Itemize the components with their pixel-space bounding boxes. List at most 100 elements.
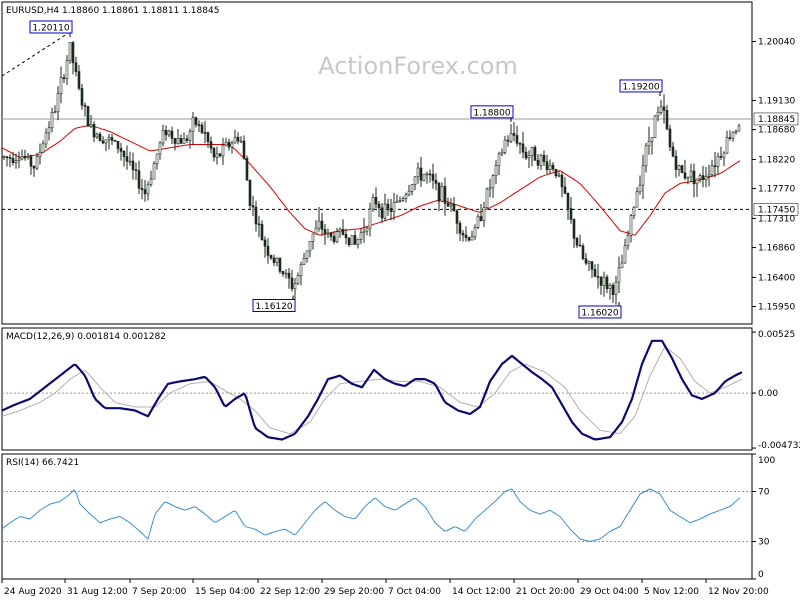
candle-body: [509, 133, 513, 142]
candle-body: [500, 151, 504, 155]
candle-body: [89, 124, 93, 127]
price-label-text: 1.20110: [32, 23, 69, 33]
price-label-text: 1.16020: [581, 308, 618, 318]
candle-body: [284, 272, 288, 275]
candle-body: [380, 207, 384, 219]
time-tick-label: 24 Aug 2020: [4, 587, 62, 597]
candle-body: [341, 229, 345, 235]
price-tag: [753, 203, 799, 216]
macd-panel-title: MACD(12,26,9) 0.001814 0.001282: [6, 332, 166, 342]
candle-body: [731, 131, 735, 139]
candle-body: [599, 276, 603, 286]
candle-body: [569, 208, 573, 220]
candle-body: [623, 245, 627, 264]
candle-body: [8, 157, 12, 159]
candle-body: [440, 186, 444, 202]
candle-body: [665, 110, 669, 130]
candle-body: [662, 106, 666, 111]
candle-body: [350, 235, 354, 246]
candle-body: [197, 124, 201, 126]
candle-body: [695, 178, 699, 185]
candle-body: [293, 283, 297, 290]
candle-body: [461, 232, 465, 236]
candle-body: [614, 281, 618, 296]
candle-body: [635, 191, 639, 208]
rsi-tick-label: 0: [758, 570, 764, 580]
candle-body: [563, 186, 567, 194]
candle-body: [365, 227, 369, 232]
candle-body: [515, 135, 519, 144]
candle-body: [206, 132, 210, 142]
price-label-box: [578, 305, 622, 319]
candle-body: [446, 203, 450, 207]
candle-body: [11, 157, 15, 163]
candle-body: [74, 62, 78, 72]
price-label-text: 1.19200: [622, 82, 659, 92]
candle-body: [383, 203, 387, 219]
candle-body: [314, 227, 318, 235]
candle-body: [155, 153, 159, 164]
candle-body: [464, 234, 468, 238]
rsi-panel-frame: [1, 453, 753, 580]
candle-body: [590, 261, 594, 270]
candle-body: [422, 173, 426, 181]
price-label-box: [619, 79, 663, 93]
candle-body: [425, 173, 429, 176]
candle-body: [737, 125, 741, 132]
candle-body: [17, 158, 21, 161]
candle-body: [533, 146, 537, 161]
candle-body: [467, 237, 471, 241]
candle-body: [704, 176, 708, 180]
candle-body: [641, 165, 645, 186]
candle-body: [71, 42, 75, 64]
candle-body: [416, 167, 420, 178]
candle-body: [491, 175, 495, 189]
macd-axis: 0.00525 0.00 -0.004732: [752, 330, 800, 451]
candle-body: [104, 139, 108, 144]
candle-body: [311, 233, 315, 242]
candle-body: [14, 160, 18, 163]
candle-body: [419, 167, 423, 181]
candle-body: [245, 158, 249, 181]
candle-body: [656, 112, 660, 117]
candle-body: [287, 272, 291, 279]
price-tick-label: 1.19130: [758, 96, 795, 106]
candle-body: [608, 284, 612, 289]
candle-body: [506, 139, 510, 142]
candle-body: [632, 206, 636, 217]
candle-body: [344, 234, 348, 239]
candle-body: [476, 216, 480, 228]
candle-body: [626, 234, 630, 247]
candle-body: [434, 180, 438, 184]
candle-body: [602, 276, 606, 286]
rsi-levels: [2, 491, 752, 542]
candle-body: [53, 111, 57, 114]
candle-body: [497, 153, 501, 167]
candle-body: [209, 141, 213, 149]
time-tick-label: 29 Sep 20:00: [324, 587, 384, 597]
candle-body: [518, 142, 522, 145]
candle-body: [629, 215, 633, 236]
candle-body: [644, 145, 648, 167]
time-tick-label: 5 Nov 12:00: [644, 587, 699, 597]
macd-signal-line: [1, 346, 743, 435]
candle-body: [149, 178, 153, 185]
candle-body: [734, 130, 738, 133]
candle-body: [131, 160, 135, 170]
candle-body: [668, 128, 672, 148]
price-panel-title: EURUSD,H4 1.18860 1.18861 1.18811 1.1884…: [6, 6, 219, 16]
candle-body: [692, 170, 696, 185]
candle-body: [182, 138, 186, 144]
candle-body: [443, 186, 447, 204]
candle-body: [47, 127, 51, 134]
time-tick-label: 15 Sep 04:00: [195, 587, 255, 597]
candle-body: [359, 232, 363, 240]
candle-body: [248, 179, 252, 206]
candle-body: [167, 130, 171, 136]
price-tick-label: 1.17310: [758, 214, 795, 224]
price-tick-label: 1.18680: [758, 126, 795, 136]
candle-body: [146, 184, 150, 195]
candle-body: [59, 77, 63, 94]
candle-body: [356, 239, 360, 245]
